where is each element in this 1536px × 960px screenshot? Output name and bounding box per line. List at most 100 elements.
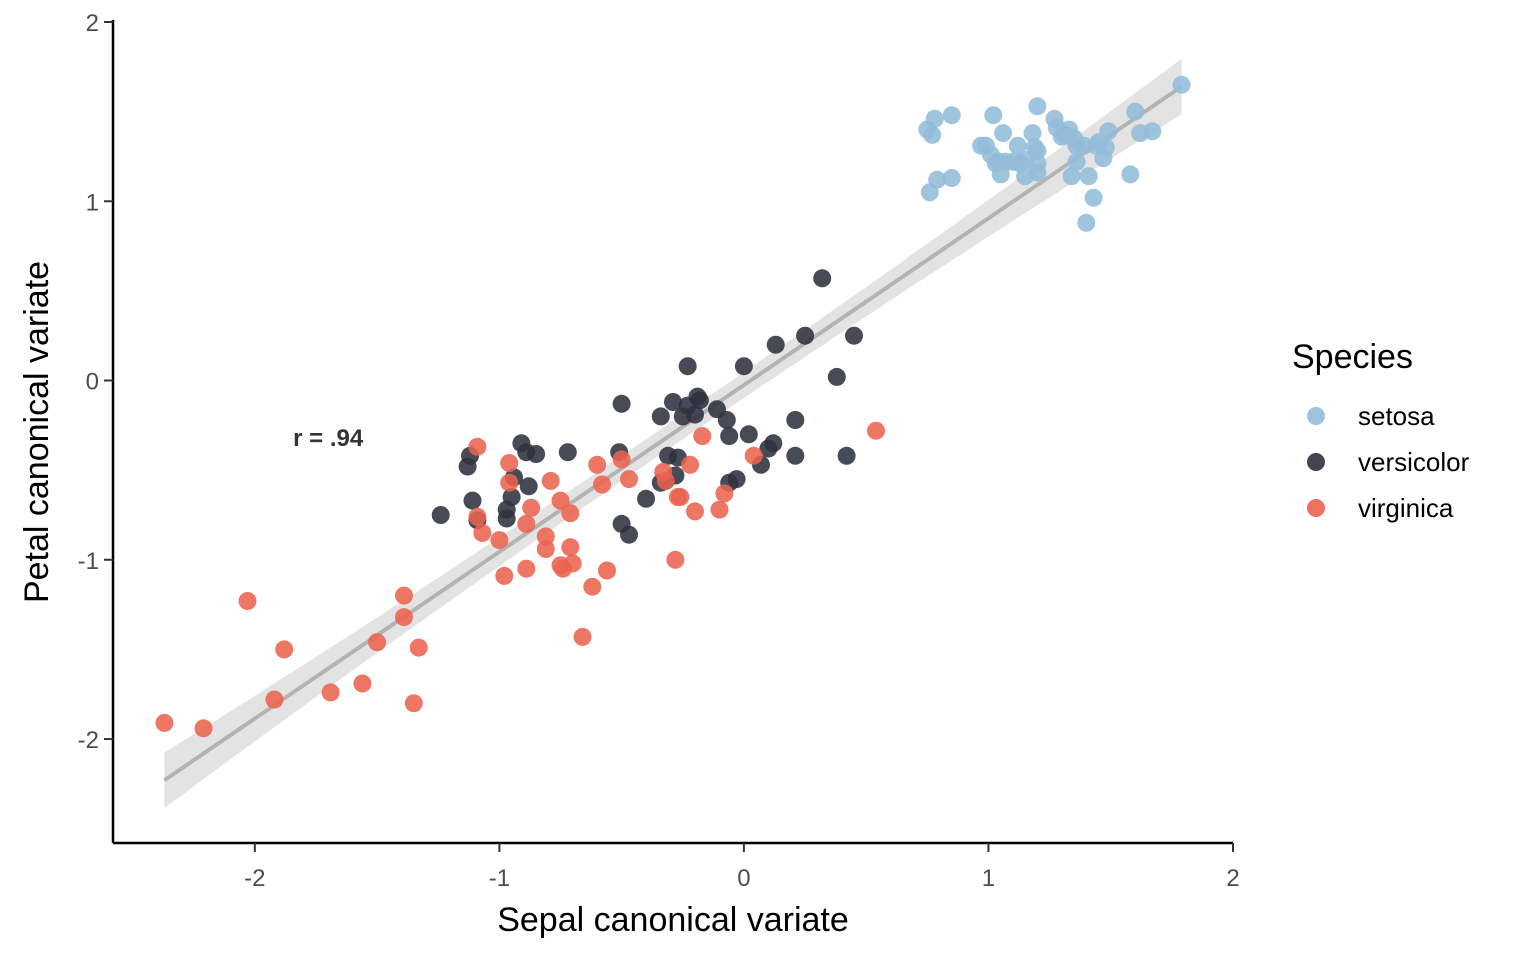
data-point-versicolor [827, 367, 846, 386]
data-point-virginica [265, 690, 284, 709]
data-point-versicolor [717, 411, 736, 429]
data-point-virginica [353, 674, 372, 693]
data-point-versicolor [612, 394, 631, 413]
data-point-versicolor [813, 269, 832, 288]
legend-items: setosa versicolor virginica [1307, 401, 1470, 523]
data-point-versicolor [690, 391, 709, 410]
data-point-versicolor [620, 525, 638, 544]
data-point-setosa [1028, 97, 1047, 116]
data-point-virginica [517, 514, 536, 533]
data-point-virginica [593, 475, 612, 494]
data-point-setosa [923, 125, 942, 144]
data-point-setosa [1143, 122, 1162, 141]
data-point-versicolor [519, 477, 538, 496]
legend-key-setosa [1307, 407, 1325, 425]
data-point-virginica [573, 627, 592, 646]
data-point-versicolor [502, 488, 521, 506]
data-point-virginica [588, 455, 607, 474]
data-point-setosa [1028, 142, 1047, 161]
data-point-virginica [710, 500, 729, 519]
data-point-versicolor [796, 326, 815, 345]
data-point-versicolor [720, 427, 739, 446]
y-tick-label: 1 [86, 189, 99, 216]
data-point-setosa [928, 170, 947, 189]
data-point-setosa [925, 109, 944, 128]
data-point-setosa [989, 152, 1008, 171]
data-point-setosa [1121, 165, 1140, 184]
x-tick-label: 0 [737, 865, 750, 892]
data-point-virginica [666, 550, 685, 569]
data-point-virginica [368, 633, 387, 652]
data-point-virginica [536, 540, 555, 558]
data-point-versicolor [673, 407, 692, 426]
data-point-virginica [681, 455, 700, 474]
data-point-versicolor [845, 326, 863, 345]
data-point-virginica [155, 713, 174, 732]
data-point-setosa [1172, 75, 1191, 94]
data-point-virginica [194, 719, 213, 738]
data-point-versicolor [739, 425, 758, 444]
data-point-virginica [468, 507, 487, 526]
y-tick-label: -2 [78, 727, 99, 754]
x-tick-label: 2 [1226, 865, 1239, 892]
data-point-virginica [490, 531, 509, 550]
data-point-virginica [561, 538, 580, 557]
legend: Species setosa versicolor virginica [1292, 338, 1470, 523]
y-tick-label: 2 [86, 10, 99, 37]
data-point-setosa [1079, 167, 1098, 186]
data-point-versicolor [431, 506, 450, 524]
data-point-virginica [598, 561, 616, 580]
data-point-setosa [1008, 136, 1027, 155]
data-point-versicolor [678, 357, 697, 376]
axes-layer [111, 20, 1233, 845]
data-point-setosa [942, 169, 961, 187]
data-point-virginica [500, 473, 519, 492]
data-point-setosa [1077, 213, 1096, 232]
data-point-setosa [1062, 167, 1081, 186]
data-point-setosa [1028, 163, 1047, 182]
data-point-versicolor [637, 489, 656, 508]
data-point-virginica [671, 488, 690, 506]
data-point-virginica [517, 559, 536, 578]
data-point-virginica [715, 484, 734, 503]
legend-title: Species [1292, 338, 1413, 376]
fit-line [163, 84, 1183, 782]
data-point-versicolor [527, 445, 546, 463]
data-point-virginica [612, 450, 631, 469]
data-point-virginica [656, 471, 675, 490]
points-layer [155, 75, 1191, 738]
data-point-virginica [563, 554, 582, 573]
data-point-setosa [1067, 152, 1086, 171]
y-tick-label: -1 [78, 548, 99, 575]
data-point-setosa [1011, 154, 1030, 173]
data-point-setosa [1074, 136, 1093, 155]
legend-key-virginica [1307, 499, 1325, 517]
data-point-setosa [984, 106, 1003, 125]
x-axis-title: Sepal canonical variate [497, 901, 849, 939]
data-point-virginica [409, 638, 428, 657]
data-point-versicolor [463, 491, 482, 510]
data-point-virginica [536, 527, 555, 546]
x-tick-label: 1 [982, 865, 995, 892]
data-point-setosa [1126, 102, 1145, 121]
data-point-setosa [994, 124, 1013, 143]
data-point-virginica [551, 491, 570, 510]
legend-key-versicolor [1307, 453, 1325, 471]
data-point-virginica [321, 683, 340, 702]
data-point-versicolor [558, 443, 577, 462]
data-point-virginica [583, 577, 602, 596]
data-point-setosa [1089, 133, 1108, 152]
legend-label-virginica: virginica [1358, 493, 1454, 523]
data-point-versicolor [734, 357, 753, 376]
data-point-virginica [275, 640, 294, 659]
data-point-versicolor [766, 335, 785, 354]
data-point-setosa [942, 106, 961, 125]
data-point-virginica [473, 523, 492, 542]
data-point-virginica [561, 504, 580, 523]
data-point-setosa [1084, 188, 1103, 207]
y-tick-label: 0 [86, 369, 99, 396]
data-point-versicolor [837, 446, 856, 465]
fit-line-layer [163, 84, 1183, 782]
x-tick-label: -2 [244, 865, 265, 892]
legend-label-versicolor: versicolor [1358, 447, 1470, 477]
